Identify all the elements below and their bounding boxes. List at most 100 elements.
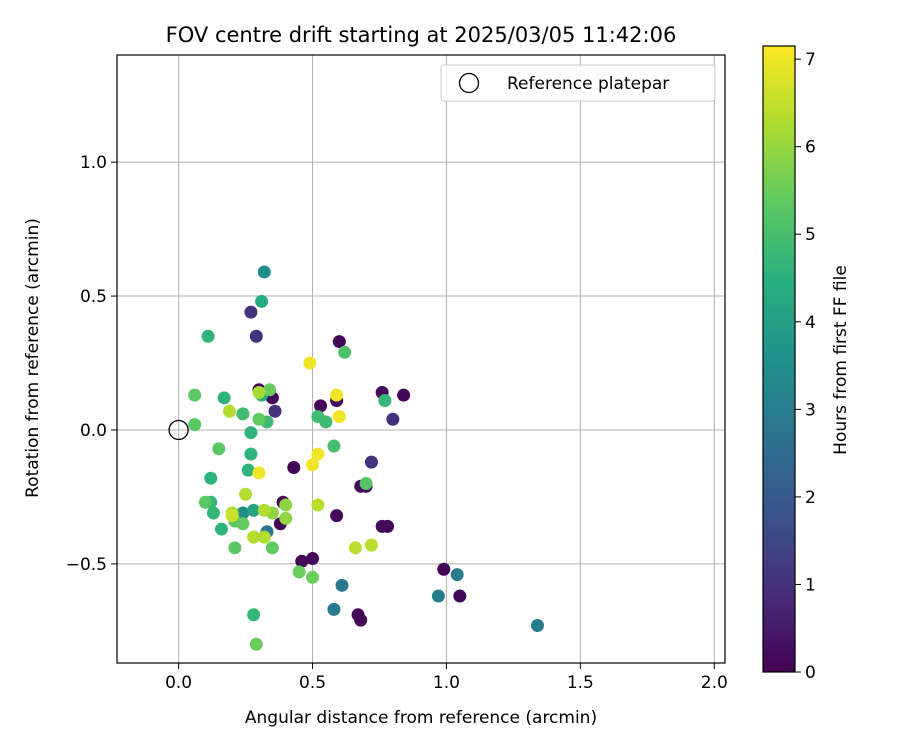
data-point (257, 503, 271, 517)
data-point (263, 383, 277, 397)
data-point (306, 458, 320, 472)
data-point (241, 463, 255, 477)
data-point (247, 608, 261, 622)
data-point (319, 415, 333, 429)
colorbar-ticks: 0 1 2 3 4 5 6 7 (795, 50, 816, 683)
data-point (279, 511, 293, 525)
data-point (225, 509, 239, 523)
x-tick-label: 1.5 (567, 673, 594, 693)
data-point (330, 509, 344, 523)
data-point (228, 541, 242, 555)
data-point (239, 487, 253, 501)
data-point (327, 439, 341, 453)
data-point (292, 565, 306, 579)
data-point (306, 552, 320, 566)
grid-lines (117, 55, 725, 663)
data-point (311, 447, 325, 461)
data-point (268, 404, 282, 418)
data-point (236, 506, 250, 520)
data-points (188, 265, 545, 651)
data-point (188, 388, 202, 402)
y-axis-label: Rotation from reference (arcmin) (23, 218, 43, 498)
data-point (306, 570, 320, 584)
data-point (378, 394, 392, 408)
data-point (364, 455, 378, 469)
data-point (295, 554, 309, 568)
data-point (431, 589, 445, 603)
data-point (287, 460, 301, 474)
colorbar-tick-label: 0 (805, 663, 816, 683)
data-point (314, 399, 328, 413)
data-point (247, 503, 261, 517)
data-point (453, 589, 467, 603)
reference-platepar-point (168, 419, 189, 441)
data-point (206, 506, 220, 520)
data-point (354, 613, 368, 627)
x-tick-label: 1.0 (433, 673, 460, 693)
legend-entry-reference: Reference platepar (507, 74, 669, 94)
legend-box (440, 64, 716, 102)
data-point (338, 345, 352, 359)
data-point (204, 471, 218, 485)
x-tick-label: 2.0 (701, 673, 728, 693)
data-point (249, 637, 263, 651)
data-point (252, 466, 266, 480)
data-point (188, 418, 202, 432)
data-point (217, 391, 231, 405)
data-point (332, 335, 346, 349)
legend-reference-marker (458, 72, 480, 94)
data-point (222, 404, 236, 418)
data-point (303, 356, 317, 370)
y-tick-label: −0.5 (66, 555, 107, 575)
data-point (386, 412, 400, 426)
colorbar-tick-label: 1 (805, 575, 816, 595)
data-point (257, 530, 271, 544)
data-point (198, 495, 212, 509)
y-tick-label: 0.0 (80, 421, 107, 441)
data-point (437, 562, 451, 576)
x-axis-label: Angular distance from reference (arcmin) (245, 708, 597, 728)
colorbar-label: Hours from first FF file (831, 265, 851, 455)
data-point (279, 498, 293, 512)
y-tick-label: 1.0 (80, 153, 107, 173)
plot-area (116, 54, 726, 664)
data-point (531, 619, 545, 633)
data-point (244, 305, 258, 319)
data-point (247, 530, 261, 544)
legend: Reference platepar (440, 64, 716, 102)
data-point (201, 329, 215, 343)
data-point (236, 407, 250, 421)
data-point (212, 442, 226, 456)
data-point (397, 388, 411, 402)
data-point (244, 426, 258, 440)
data-point (257, 265, 271, 279)
data-point (214, 522, 228, 536)
y-axis-ticks: −0.5 0.0 0.5 1.0 (66, 153, 117, 575)
colorbar-tick-label: 7 (805, 50, 816, 70)
data-point (311, 498, 325, 512)
x-tick-label: 0.5 (299, 673, 326, 693)
y-tick-label: 0.5 (80, 287, 107, 307)
data-point (335, 578, 349, 592)
data-point (249, 329, 263, 343)
x-axis-ticks: 0.0 0.5 1.0 1.5 2.0 (165, 663, 728, 693)
data-point (265, 541, 279, 555)
data-point (330, 388, 344, 402)
data-point (348, 541, 362, 555)
data-point (236, 517, 250, 531)
colorbar-tick-label: 4 (805, 313, 816, 333)
reference-marker (168, 419, 189, 441)
data-point (332, 410, 346, 424)
data-point (450, 568, 464, 582)
data-point (252, 385, 266, 399)
data-point (255, 294, 269, 308)
chart-title: FOV centre drift starting at 2025/03/05 … (166, 23, 677, 47)
data-point (252, 412, 266, 426)
data-point (327, 602, 341, 616)
data-point (359, 477, 373, 491)
x-tick-label: 0.0 (165, 673, 192, 693)
colorbar-tick-label: 5 (805, 225, 816, 245)
colorbar: 0 1 2 3 4 5 6 7 Hours from first FF file (762, 45, 851, 683)
colorbar-tick-label: 3 (805, 400, 816, 420)
